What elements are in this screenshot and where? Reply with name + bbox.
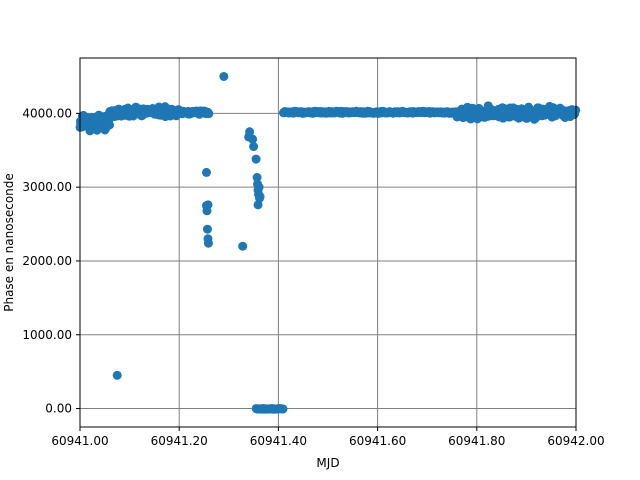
y-axis-label: Phase en nanoseconde [2, 173, 16, 312]
y-tick-label: 0.00 [45, 402, 72, 416]
x-tick-label: 60941.80 [448, 434, 505, 448]
data-point [249, 142, 259, 152]
plot-area-frame [79, 57, 577, 428]
axis-ticks: 60941.00 60941.20 60941.40 60941.60 60941.80… [22, 106, 604, 448]
x-tick-label: 60942.00 [547, 434, 604, 448]
x-tick-label: 60941.40 [250, 434, 307, 448]
data-point [254, 182, 264, 192]
data-point [201, 167, 211, 177]
data-point [238, 241, 248, 251]
data-point [245, 127, 255, 137]
data-point [112, 370, 122, 380]
y-tick-label: 2000.00 [22, 254, 72, 268]
data-points [75, 71, 581, 414]
y-tick-label: 1000.00 [22, 328, 72, 342]
x-axis-label: MJD [316, 456, 339, 470]
data-point [255, 192, 265, 202]
data-point [105, 120, 115, 130]
data-point [219, 71, 229, 81]
data-point [203, 238, 213, 248]
data-point [204, 109, 214, 119]
data-point [202, 224, 212, 234]
x-tick-label: 60941.60 [349, 434, 406, 448]
data-point [253, 200, 263, 210]
data-point [248, 134, 258, 144]
y-tick-label: 4000.00 [22, 106, 72, 120]
x-tick-label: 60941.20 [151, 434, 208, 448]
data-point [203, 200, 213, 210]
x-tick-label: 60941.00 [51, 434, 108, 448]
y-tick-label: 3000.00 [22, 180, 72, 194]
data-point [252, 173, 262, 183]
data-point [251, 154, 261, 164]
data-point [278, 404, 288, 414]
